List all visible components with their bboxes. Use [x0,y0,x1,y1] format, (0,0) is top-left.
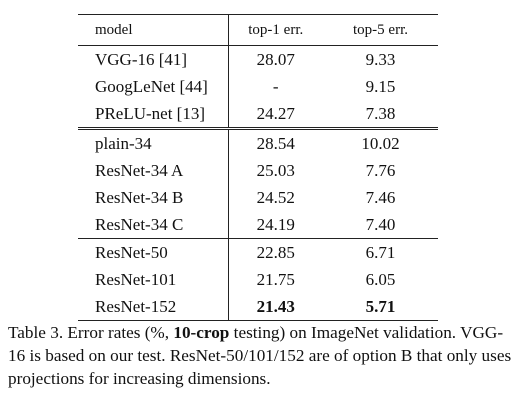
header-top5-error: top-5 err. [323,14,438,46]
caption-text-rest: testing) on ImageNet validation. VGG-16 … [8,323,512,388]
caption-bold-term: 10-crop [173,323,230,342]
table-row: plain-34 28.54 10.02 [78,127,438,157]
table-row: ResNet-101 21.75 6.05 [78,266,438,293]
cell-top1: 28.07 [256,50,295,69]
group-34-layer: plain-34 28.54 10.02 ResNet-34 A 25.03 7… [78,127,438,239]
cell-model: ResNet-101 [78,266,229,293]
cell-top1: 25.03 [256,161,295,180]
cell-model: ResNet-50 [78,238,229,266]
cell-model: plain-34 [78,127,229,157]
cell-top1: - [272,77,279,96]
cell-top1: 24.19 [256,215,295,234]
header-row: model top-1 err. top-5 err. [78,14,438,46]
table-row: ResNet-34 A 25.03 7.76 [78,157,438,184]
cell-top5: 9.15 [365,77,396,96]
cell-top5: 6.05 [365,270,396,289]
cell-model: ResNet-152 [78,293,229,321]
table-caption: Table 3. Error rates (%, 10-crop testing… [8,321,514,390]
caption-text-start: Table 3. Error rates (%, [8,323,174,342]
error-rate-table-container: model top-1 err. top-5 err. VGG-16 [41] … [78,14,438,321]
cell-top5: 6.71 [323,238,438,266]
cell-top1: 28.54 [228,127,323,157]
cell-model: PReLU-net [13] [78,100,229,129]
cell-top5-best: 5.71 [323,293,438,321]
table-row: GoogLeNet [44] - 9.15 [78,73,438,100]
cell-top5: 7.38 [365,104,396,123]
cell-top1: 22.85 [228,238,323,266]
cell-model: ResNet-34 A [78,157,229,184]
table-row: VGG-16 [41] 28.07 9.33 [78,45,438,73]
cell-top5: 7.46 [365,188,396,207]
header-top1-error: top-1 err. [228,14,323,46]
table-row: ResNet-34 C 24.19 7.40 [78,211,438,239]
table-row: ResNet-152 21.43 5.71 [78,293,438,321]
cell-top1: 24.27 [256,104,295,123]
cell-top5: 7.40 [365,215,396,234]
cell-model: ResNet-34 C [78,211,229,239]
cell-top1-best: 21.43 [228,293,323,321]
header-model: model [78,14,229,46]
group-baselines: VGG-16 [41] 28.07 9.33 GoogLeNet [44] - … [78,45,438,129]
table-row: ResNet-34 B 24.52 7.46 [78,184,438,211]
cell-top5: 10.02 [323,127,438,157]
error-rate-table: model top-1 err. top-5 err. VGG-16 [41] … [78,14,438,321]
table-row: ResNet-50 22.85 6.71 [78,238,438,266]
cell-top1: 24.52 [256,188,295,207]
cell-model: ResNet-34 B [78,184,229,211]
cell-model: GoogLeNet [44] [78,73,229,100]
group-deep-resnets: ResNet-50 22.85 6.71 ResNet-101 21.75 6.… [78,238,438,321]
cell-model: VGG-16 [41] [78,45,229,73]
cell-top5: 9.33 [365,50,396,69]
table-row: PReLU-net [13] 24.27 7.38 [78,100,438,129]
cell-top5: 7.76 [365,161,396,180]
cell-top1: 21.75 [256,270,295,289]
